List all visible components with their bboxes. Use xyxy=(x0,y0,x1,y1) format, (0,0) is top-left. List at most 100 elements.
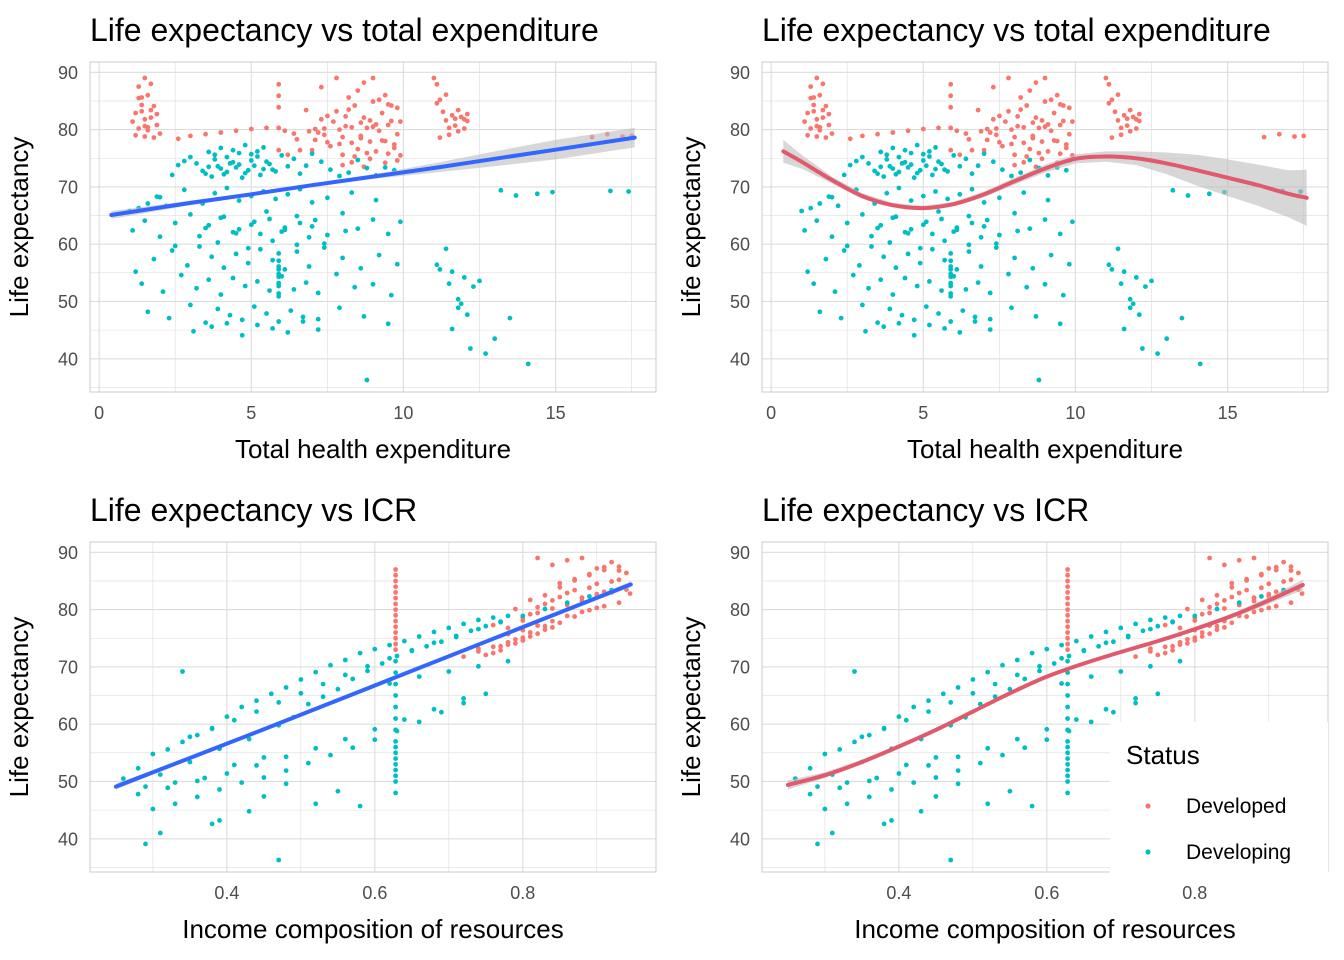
data-point xyxy=(1014,657,1020,663)
data-point xyxy=(283,781,289,787)
data-point xyxy=(267,288,272,293)
data-point xyxy=(1024,103,1030,108)
data-point xyxy=(409,647,415,653)
x-tick-label: 0 xyxy=(94,403,104,423)
data-point xyxy=(394,261,400,267)
data-point xyxy=(1177,658,1183,664)
data-point xyxy=(955,781,961,787)
data-point xyxy=(550,625,555,630)
data-point xyxy=(443,118,449,123)
data-point xyxy=(927,279,932,284)
data-point xyxy=(550,189,555,195)
data-point xyxy=(951,153,957,158)
data-point xyxy=(175,136,181,142)
data-point xyxy=(1222,606,1227,611)
data-point xyxy=(325,113,330,119)
data-point xyxy=(616,600,622,606)
data-point xyxy=(136,84,142,89)
data-point xyxy=(437,97,443,103)
data-point xyxy=(387,655,392,661)
data-point xyxy=(440,109,446,115)
data-point xyxy=(306,128,312,134)
data-point xyxy=(1155,623,1161,629)
data-point xyxy=(1103,706,1109,712)
y-tick-label: 70 xyxy=(730,177,750,197)
data-point xyxy=(150,751,156,757)
data-point xyxy=(1251,555,1257,561)
data-point xyxy=(215,240,221,245)
data-point xyxy=(276,293,282,299)
data-point xyxy=(918,808,924,814)
y-tick-label: 70 xyxy=(58,177,78,197)
data-point xyxy=(542,601,548,607)
data-point xyxy=(948,267,954,272)
data-point xyxy=(815,784,820,789)
data-point xyxy=(1206,191,1212,197)
data-point xyxy=(948,857,954,863)
data-point xyxy=(279,153,285,158)
data-point xyxy=(498,643,503,649)
data-point xyxy=(446,132,452,138)
data-point xyxy=(1118,281,1124,287)
data-point xyxy=(145,309,151,315)
data-point xyxy=(936,125,941,131)
data-point xyxy=(1006,75,1011,81)
data-point xyxy=(483,351,488,356)
data-point xyxy=(978,264,984,269)
data-point xyxy=(365,663,370,669)
data-point xyxy=(948,319,954,324)
data-point xyxy=(1109,135,1115,141)
data-point xyxy=(1143,284,1148,289)
x-axis-label: Total health expenditure xyxy=(235,434,511,464)
data-point xyxy=(385,231,391,237)
data-point xyxy=(320,681,326,687)
data-point xyxy=(1214,592,1220,598)
data-point xyxy=(1065,756,1070,761)
data-point xyxy=(1155,351,1160,356)
data-point xyxy=(993,126,999,131)
data-point xyxy=(370,99,376,104)
data-point xyxy=(1042,75,1048,81)
data-point xyxy=(303,280,309,285)
data-point xyxy=(261,166,266,172)
data-point xyxy=(1015,114,1020,119)
data-point xyxy=(312,137,318,143)
data-point xyxy=(1060,292,1066,298)
data-point xyxy=(1133,275,1139,280)
data-point xyxy=(181,158,187,164)
data-point xyxy=(416,719,422,725)
data-point xyxy=(542,627,548,633)
data-point xyxy=(1127,128,1133,134)
data-point xyxy=(878,277,884,283)
data-point xyxy=(464,118,470,124)
data-point xyxy=(437,135,443,141)
data-point xyxy=(890,130,896,135)
data-point xyxy=(373,197,379,203)
data-point xyxy=(335,686,341,692)
data-point xyxy=(424,643,429,649)
data-point xyxy=(267,216,272,222)
data-point xyxy=(1045,149,1051,154)
data-point xyxy=(367,139,373,145)
data-point xyxy=(1045,197,1051,203)
data-point xyxy=(1065,767,1070,773)
data-point xyxy=(966,213,972,219)
confidence-band xyxy=(783,139,1307,226)
data-point xyxy=(557,594,563,600)
data-point xyxy=(1133,654,1138,659)
data-point xyxy=(294,136,300,142)
data-point xyxy=(884,190,890,196)
data-point xyxy=(1065,624,1070,630)
x-tick-label: 10 xyxy=(1065,403,1085,423)
data-point xyxy=(1244,587,1249,593)
data-point xyxy=(194,778,200,784)
data-point xyxy=(1133,700,1138,706)
data-point xyxy=(309,200,315,205)
data-point xyxy=(276,81,282,87)
data-point xyxy=(808,126,814,131)
data-point xyxy=(1018,107,1024,112)
y-tick-label: 80 xyxy=(58,600,78,620)
data-point xyxy=(835,203,841,209)
data-point xyxy=(917,245,923,251)
data-point xyxy=(169,172,175,178)
